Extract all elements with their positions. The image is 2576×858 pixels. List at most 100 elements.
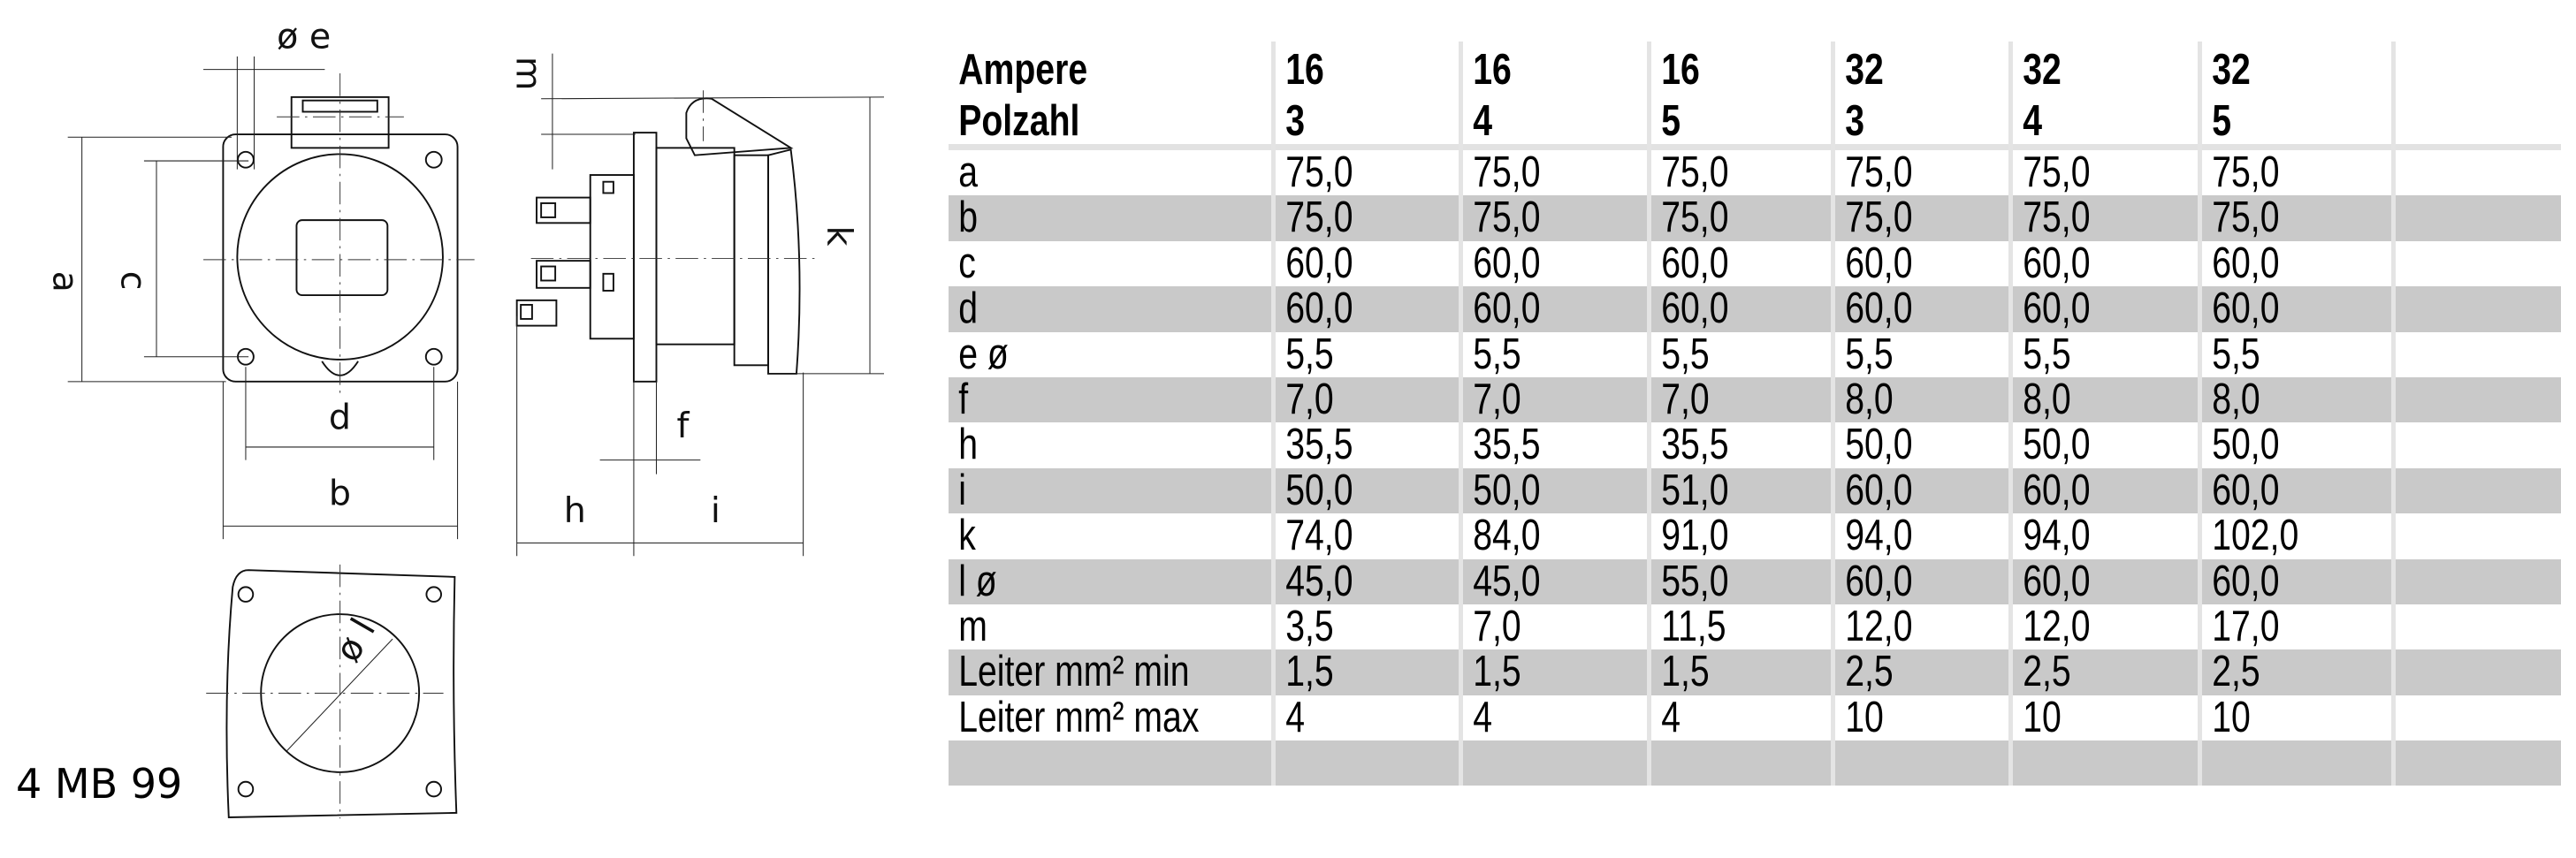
row-value: 11,5 [1661, 602, 1726, 650]
row-value: 2,5 [1845, 648, 1894, 696]
header-cell: 16 4 [1459, 42, 1647, 144]
row-value: 75,0 [2212, 148, 2280, 196]
row-value-cell: 75,0 [1459, 195, 1647, 241]
row-value: 94,0 [1845, 512, 1913, 560]
table-row: e ø 5,5 5,5 5,5 5,5 5,5 5,5 [949, 331, 2561, 377]
row-value: 35,5 [1285, 421, 1353, 469]
row-value: 4 [1661, 693, 1681, 741]
row-value: 75,0 [2023, 148, 2091, 196]
table-row: h 35,5 35,5 35,5 50,0 50,0 50,0 [949, 421, 2561, 469]
label-h: h [564, 490, 586, 531]
row-empty-cell [2391, 331, 2561, 377]
row-empty-cell [2391, 604, 2561, 650]
row-label-cell: k [949, 513, 1271, 558]
row-value-cell: 94,0 [1831, 512, 2008, 560]
row-value-cell: 45,0 [1271, 558, 1459, 604]
label-k: k [819, 226, 859, 247]
row-value-cell: 7,0 [1459, 376, 1647, 423]
row-value-cell: 4 [1459, 693, 1647, 741]
row-value-cell: 1,5 [1459, 649, 1647, 695]
row-value-cell: 75,0 [2008, 194, 2198, 242]
row-value: 50,0 [1845, 421, 1913, 469]
row-value-cell: 2,5 [1831, 649, 2008, 695]
row-value-cell [2198, 740, 2391, 786]
row-label-cell: m [949, 604, 1271, 649]
row-value: 1,5 [1661, 648, 1710, 696]
row-label: b [958, 194, 979, 242]
row-value: 17,0 [2212, 602, 2280, 650]
row-value: 10 [1845, 693, 1884, 741]
row-value: 2,5 [2212, 648, 2260, 696]
row-value: 2,5 [2023, 648, 2071, 696]
row-empty-cell [2391, 376, 2561, 423]
row-label-cell: Leiter mm² max [949, 695, 1271, 740]
row-value: 60,0 [1661, 239, 1729, 287]
row-label-cell: e ø [949, 331, 1271, 377]
row-value-cell: 55,0 [1647, 558, 1831, 604]
row-value-cell [2008, 740, 2198, 786]
table-row: l ø 45,0 45,0 55,0 60,0 60,0 60,0 [949, 557, 2561, 605]
row-value-cell: 75,0 [1831, 195, 2008, 241]
row-value-cell: 7,0 [1271, 376, 1459, 423]
row-value: 8,0 [1845, 375, 1894, 423]
row-value: 8,0 [2023, 375, 2071, 423]
label-a: a [45, 271, 86, 292]
ampere-value: 16 [1661, 46, 1700, 94]
row-value-cell: 17,0 [2198, 602, 2391, 650]
row-value: 51,0 [1661, 466, 1729, 514]
row-label: l ø [958, 557, 997, 605]
row-value: 75,0 [2023, 194, 2091, 242]
row-value-cell: 35,5 [1271, 421, 1459, 469]
row-value: 60,0 [2023, 466, 2091, 514]
row-value-cell: 60,0 [2198, 286, 2391, 332]
row-value-cell: 50,0 [1831, 421, 2008, 469]
header-empty-cell [2391, 42, 2561, 144]
row-value-cell: 91,0 [1647, 512, 1831, 560]
row-value-cell: 35,5 [1647, 422, 1831, 468]
table-row: Leiter mm² max 4 4 4 10 10 10 [949, 693, 2561, 741]
table-row: c 60,0 60,0 60,0 60,0 60,0 60,0 [949, 239, 2561, 287]
row-value-cell: 50,0 [2008, 422, 2198, 468]
row-value-cell: 60,0 [2198, 240, 2391, 287]
row-empty-cell [2391, 740, 2561, 786]
row-value-cell: 75,0 [1271, 148, 1459, 196]
row-value-cell [1647, 740, 1831, 786]
row-label: m [958, 602, 987, 650]
table-row: f 7,0 7,0 7,0 8,0 8,0 8,0 [949, 375, 2561, 423]
row-value-cell: 1,5 [1271, 649, 1459, 695]
row-value: 4 [1473, 693, 1493, 741]
row-value-cell: 60,0 [2008, 240, 2198, 287]
row-value: 74,0 [1285, 512, 1353, 560]
table-row: d 60,0 60,0 60,0 60,0 60,0 60,0 [949, 286, 2561, 332]
cutout-view: ø l [206, 564, 458, 819]
row-value-cell: 5,5 [1459, 331, 1647, 377]
row-value-cell: 8,0 [1831, 375, 2008, 423]
table-body: a 75,0 75,0 75,0 75,0 75,0 75,0 b 75,0 75,0 75,0 75… [949, 150, 2561, 786]
row-value-cell: 60,0 [1647, 239, 1831, 287]
row-empty-cell [2391, 240, 2561, 287]
row-value: 1,5 [1285, 648, 1334, 696]
row-value: 102,0 [2212, 512, 2299, 560]
row-value-cell: 5,5 [1647, 331, 1831, 377]
row-label-cell: f [949, 376, 1271, 422]
row-value-cell: 60,0 [1647, 286, 1831, 332]
row-value-cell: 60,0 [1271, 240, 1459, 287]
row-value: 75,0 [1285, 194, 1353, 242]
row-value: 75,0 [1473, 148, 1541, 196]
label-b: b [329, 474, 351, 514]
row-value: 91,0 [1661, 512, 1729, 560]
row-value-cell: 51,0 [1647, 466, 1831, 514]
row-empty-cell [2391, 195, 2561, 241]
row-empty-cell [2391, 286, 2561, 332]
row-value-cell: 8,0 [2198, 376, 2391, 423]
header-cell: 32 5 [2198, 42, 2391, 144]
table-header: Ampere Polzahl 16 3 16 4 16 5 32 3 32 4 32 5 [949, 42, 2561, 144]
row-label: h [958, 421, 979, 469]
ampere-value: 32 [2212, 46, 2251, 94]
row-value-cell: 75,0 [2198, 148, 2391, 196]
header-cell: 16 3 [1271, 42, 1459, 144]
row-value: 75,0 [1285, 148, 1353, 196]
table-row: m 3,5 7,0 11,5 12,0 12,0 17,0 [949, 602, 2561, 650]
row-empty-cell [2391, 150, 2561, 196]
row-value-cell: 75,0 [1459, 148, 1647, 196]
